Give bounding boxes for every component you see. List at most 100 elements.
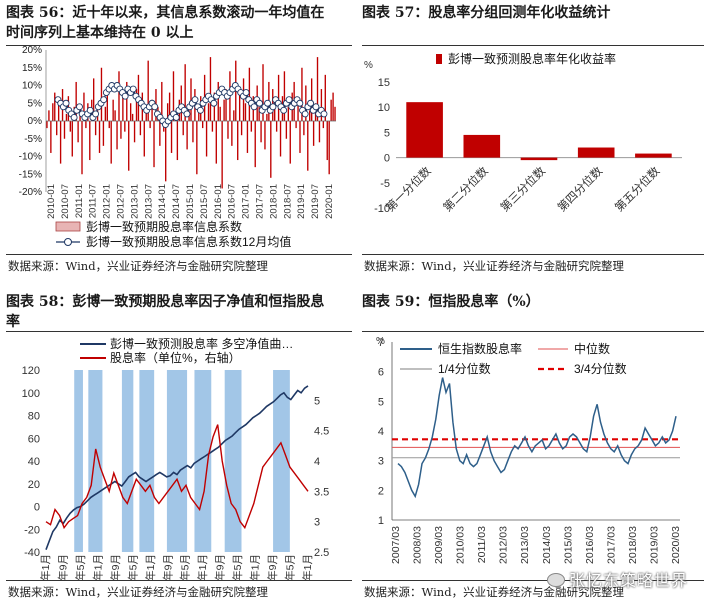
ic-bar <box>237 121 239 161</box>
right-y-tick-label: 5 <box>314 395 320 407</box>
ic-bar <box>52 103 54 121</box>
ic-bar <box>322 121 325 129</box>
x-tick-label: 2016-01 <box>213 184 224 219</box>
ic-bar <box>196 121 198 175</box>
x-tick-label: 2020-01 <box>324 184 335 219</box>
x-tick-label: 2014年9月 <box>161 554 174 580</box>
nav-line <box>45 385 309 550</box>
ic-bar <box>244 103 247 121</box>
divider <box>362 580 704 581</box>
x-tick-label: 2018-01 <box>268 184 279 219</box>
x-tick-label: 2014/03 <box>541 526 553 564</box>
legend-label: 彭博一致预期股息率信息系数12月均值 <box>86 234 291 249</box>
x-tick-label: 2020年1月 <box>301 554 314 580</box>
ic-bar <box>324 74 326 121</box>
x-tick-label: 2015年5月 <box>179 554 192 580</box>
x-tick-label: 2015-01 <box>185 184 196 219</box>
ic-bar <box>100 67 103 121</box>
shaded-band <box>139 370 155 552</box>
ic-bar <box>124 121 126 132</box>
ic-mean-point <box>191 96 199 104</box>
ic-bar <box>295 121 297 129</box>
shaded-band <box>88 370 103 552</box>
ic-bar <box>135 89 138 121</box>
ic-bar <box>65 113 68 121</box>
ic-bar <box>118 71 120 121</box>
legend-swatch <box>436 54 442 64</box>
ic-bar <box>250 121 253 132</box>
ic-bar <box>330 99 332 121</box>
fig58-title: 图表 58：彭博一致预期股息率因子净值和恒指股息 率 <box>6 294 325 330</box>
legend-label: 股息率（单位%，右轴） <box>110 350 241 365</box>
left-y-tick-label: 0 <box>34 502 40 514</box>
ic-mean-point <box>280 106 288 114</box>
y-tick-label: -5% <box>24 134 42 145</box>
divider <box>362 331 704 332</box>
y-tick-label: 0% <box>28 116 43 127</box>
ic-bar <box>93 78 95 121</box>
x-tick-label: 2013/03 <box>519 526 531 564</box>
x-tick-label: 第二分位数 <box>440 163 491 214</box>
x-tick-label: 2008/03 <box>412 526 424 564</box>
fig59-title: 图表 59：恒指股息率（%） <box>362 294 540 310</box>
x-tick-label: 2020/03 <box>670 526 682 564</box>
ic-bar <box>71 121 73 157</box>
x-tick-label: 2018-07 <box>282 184 293 219</box>
ic-mean-point <box>70 113 78 121</box>
ic-bar <box>301 67 303 121</box>
divider <box>362 254 704 255</box>
x-tick-label: 2017/03 <box>605 526 617 564</box>
ic-bar <box>318 121 321 143</box>
y-tick-label: -5 <box>380 178 390 190</box>
ic-mean-point <box>307 99 315 107</box>
ic-bar <box>161 81 163 121</box>
x-tick-label: 2013年5月 <box>126 554 139 580</box>
ic-bar <box>316 57 319 121</box>
y-tick-label: -20% <box>19 187 42 198</box>
x-tick-label: 第五分位数 <box>612 163 663 214</box>
y-tick-label: 15 <box>378 77 390 89</box>
x-tick-label: 2007/03 <box>390 526 402 564</box>
x-tick-label: 2013-01 <box>129 184 140 219</box>
ic-mean-point <box>86 106 94 114</box>
ic-bar <box>59 121 62 164</box>
fig56-title: 图表 56：近十年以来，其信息系数滚动一年均值在 时间序列上基本维持在 0 以上 <box>6 5 325 41</box>
ic-bar <box>320 89 323 121</box>
x-tick-label: 2019年5月 <box>284 554 297 580</box>
ic-bar <box>112 99 114 121</box>
ic-bar <box>266 113 268 121</box>
x-tick-label: 2014-01 <box>157 184 168 219</box>
ic-bar <box>126 81 128 121</box>
ic-bar <box>120 121 122 139</box>
ic-bar <box>129 103 132 121</box>
ic-bar <box>114 110 116 121</box>
ic-bar <box>289 121 291 164</box>
x-tick-label: 2019-01 <box>296 184 307 219</box>
ic-mean-point <box>250 103 258 111</box>
ic-bar <box>231 121 233 146</box>
ic-mean-point <box>92 110 100 118</box>
x-tick-label: 2010年1月 <box>39 554 52 580</box>
y-tick-label: 4 <box>378 426 384 438</box>
ic-mean-point <box>183 110 191 118</box>
ic-bar <box>145 110 147 121</box>
left-y-tick-label: 80 <box>28 411 40 423</box>
left-y-tick-label: -40 <box>24 547 40 559</box>
wechat-icon <box>546 573 565 587</box>
x-tick-label: 2018年1月 <box>249 554 262 580</box>
ic-bar <box>122 96 124 121</box>
x-tick-label: 2018年9月 <box>266 554 279 580</box>
x-tick-label: 2014-07 <box>171 184 182 219</box>
x-tick-label: 2012年9月 <box>109 554 122 580</box>
ic-mean-point <box>62 99 70 107</box>
ic-bar <box>102 121 105 146</box>
divider <box>6 254 352 255</box>
ic-mean-point <box>210 99 218 107</box>
ic-bar <box>46 121 48 129</box>
ic-mean-point <box>121 92 129 100</box>
x-tick-label: 2012年1月 <box>91 554 104 580</box>
ic-bar <box>94 121 97 136</box>
ic-bar <box>54 92 56 121</box>
ic-bar <box>98 121 101 153</box>
ic-bar <box>240 121 243 136</box>
